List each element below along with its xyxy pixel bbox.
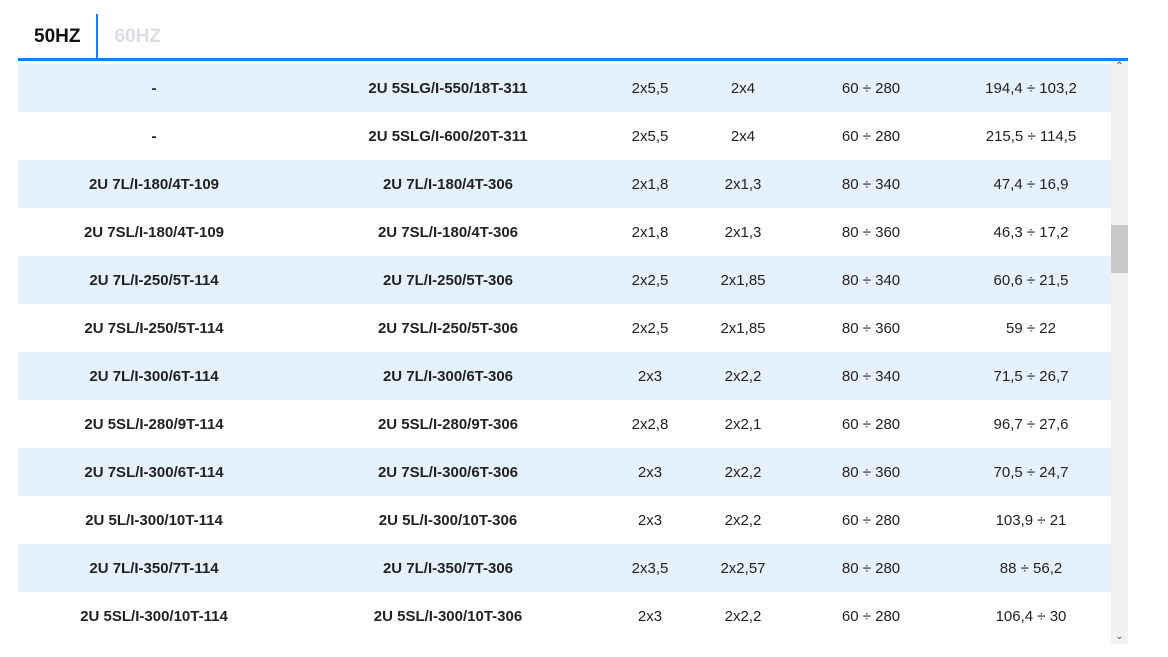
table-cell: 96,7 ÷ 27,6 [993,415,1069,433]
table-row: 2U 7SL/I-180/4T-109 2U 7SL/I-180/4T-306 2x… [18,208,1111,256]
table-cell: 80 ÷ 360 [841,223,901,241]
table-cell: 2x2,8 [631,415,669,433]
table-cell: 2U 7L/I-300/6T-114 [89,367,219,385]
table-cell: 2x2,5 [631,319,669,337]
table-row: 2U 5SL/I-280/9T-114 2U 5SL/I-280/9T-306 2x… [18,400,1111,448]
table-cell: 2x2,5 [631,271,669,289]
table-cell: 80 ÷ 340 [841,271,901,289]
table-cell: 2x2,57 [720,559,766,577]
table-cell: 60 ÷ 280 [841,127,901,145]
table-cell: 2x4 [730,127,756,145]
product-table: - 2U 5SLG/I-550/18T-311 2x5,5 2x4 60 ÷ 280 19… [18,64,1111,644]
table-cell: 2x1,8 [631,175,669,193]
table-cell: 2U 7SL/I-250/5T-306 [377,319,519,337]
table-cell: 215,5 ÷ 114,5 [985,127,1077,145]
table-cell: 2U 7L/I-300/6T-306 [382,367,514,385]
table-cell: 2U 5SL/I-300/10T-306 [373,607,523,625]
table-cell: 2U 5SL/I-280/9T-306 [377,415,519,433]
frequency-tabs: 50HZ 60HZ [18,14,1128,61]
table-cell: 2U 7SL/I-300/6T-114 [84,463,224,481]
table-cell: 106,4 ÷ 30 [995,607,1067,625]
table-cell: 2U 7SL/I-180/4T-306 [377,223,519,241]
table-cell: 2U 5SL/I-280/9T-114 [84,415,224,433]
scroll-down-icon[interactable]: ⌄ [1115,631,1124,642]
table-cell: 60,6 ÷ 21,5 [993,271,1069,289]
table-row: 2U 7L/I-350/7T-114 2U 7L/I-350/7T-306 2x3,… [18,544,1111,592]
table-cell: 80 ÷ 340 [841,175,901,193]
table-cell: 88 ÷ 56,2 [999,559,1063,577]
table-cell: 2U 7L/I-350/7T-306 [382,559,514,577]
table-row: - 2U 5SLG/I-550/18T-311 2x5,5 2x4 60 ÷ 280 19… [18,64,1111,112]
table-cell: 80 ÷ 360 [841,463,901,481]
scrollbar-thumb[interactable] [1111,225,1128,273]
table-cell: 103,9 ÷ 21 [995,511,1067,529]
table-cell: 2x3 [637,607,663,625]
table-cell: 2x1,85 [720,271,766,289]
tab-50hz[interactable]: 50HZ [18,14,99,58]
table-cell: 2U 5SL/I-300/10T-114 [80,607,228,625]
table-cell: 2x2,2 [724,511,762,529]
table-cell: 194,4 ÷ 103,2 [985,79,1077,97]
table-row: 2U 7L/I-250/5T-114 2U 7L/I-250/5T-306 2x2,… [18,256,1111,304]
table-cell: - [151,127,157,145]
table-row: 2U 7L/I-180/4T-109 2U 7L/I-180/4T-306 2x1,… [18,160,1111,208]
table-cell: 2U 7SL/I-250/5T-114 [84,319,224,337]
table-cell: 2U 5L/I-300/10T-114 [85,511,223,529]
table-cell: 2U 7SL/I-300/6T-306 [377,463,519,481]
table-cell: 2U 7L/I-180/4T-109 [88,175,220,193]
table-cell: 80 ÷ 280 [841,559,901,577]
table-cell: 2x2,2 [724,607,762,625]
table-cell: 60 ÷ 280 [841,511,901,529]
table-cell: 80 ÷ 340 [841,367,901,385]
table-row: 2U 5SL/I-300/10T-114 2U 5SL/I-300/10T-306… [18,592,1111,640]
table-cell: 60 ÷ 280 [841,607,901,625]
table-cell: 60 ÷ 280 [841,79,901,97]
table-cell: 2x3 [637,463,663,481]
table-cell: 2x1,3 [724,175,762,193]
table-cell: 2x2,1 [724,415,762,433]
table-cell: 2U 7L/I-250/5T-114 [89,271,219,289]
scrollbar[interactable]: ⌃ ⌄ [1111,61,1128,644]
table-cell: 2x3 [637,367,663,385]
table-cell: 2x4 [730,79,756,97]
table-cell: 2U 5SLG/I-550/18T-311 [368,79,528,97]
table-cell: 47,4 ÷ 16,9 [993,175,1069,193]
table-cell: 2x1,85 [720,319,766,337]
table-cell: 80 ÷ 360 [841,319,901,337]
table-cell: 2U 5L/I-300/10T-306 [378,511,518,529]
table-cell: 2x1,3 [724,223,762,241]
table-row: - 2U 5SLG/I-600/20T-311 2x5,5 2x4 60 ÷ 280 21… [18,112,1111,160]
table-cell: 2x2,2 [724,463,762,481]
table-row: 2U 7SL/I-250/5T-114 2U 7SL/I-250/5T-306 2x… [18,304,1111,352]
table-cell: 46,3 ÷ 17,2 [993,223,1069,241]
table-row: 2U 7L/I-300/6T-114 2U 7L/I-300/6T-306 2x3 2… [18,352,1111,400]
table-cell: 2x2,2 [724,367,762,385]
table-cell: 2x3 [637,511,663,529]
table-cell: 2U 7L/I-350/7T-114 [89,559,219,577]
table-row: 2U 7SL/I-300/6T-114 2U 7SL/I-300/6T-306 2x… [18,448,1111,496]
table-cell: 2U 7SL/I-180/4T-109 [83,223,225,241]
table-cell: 71,5 ÷ 26,7 [993,367,1069,385]
tab-60hz[interactable]: 60HZ [114,26,161,47]
table-cell: 2U 7L/I-180/4T-306 [382,175,514,193]
table-cell: 70,5 ÷ 24,7 [993,463,1069,481]
table-cell: 2x3,5 [631,559,669,577]
table-cell: 2U 7L/I-250/5T-306 [382,271,514,289]
table-cell: - [151,79,157,97]
table-cell: 2x5,5 [631,79,669,97]
table-cell: 60 ÷ 280 [841,415,901,433]
scroll-up-icon[interactable]: ⌃ [1115,61,1124,72]
table-cell: 2x1,8 [631,223,669,241]
table-cell: 2x5,5 [631,127,669,145]
table-row: 2U 5L/I-300/10T-114 2U 5L/I-300/10T-306 2x… [18,496,1111,544]
table-cell: 2U 5SLG/I-600/20T-311 [368,127,528,145]
table-cell: 59 ÷ 22 [1006,319,1056,337]
